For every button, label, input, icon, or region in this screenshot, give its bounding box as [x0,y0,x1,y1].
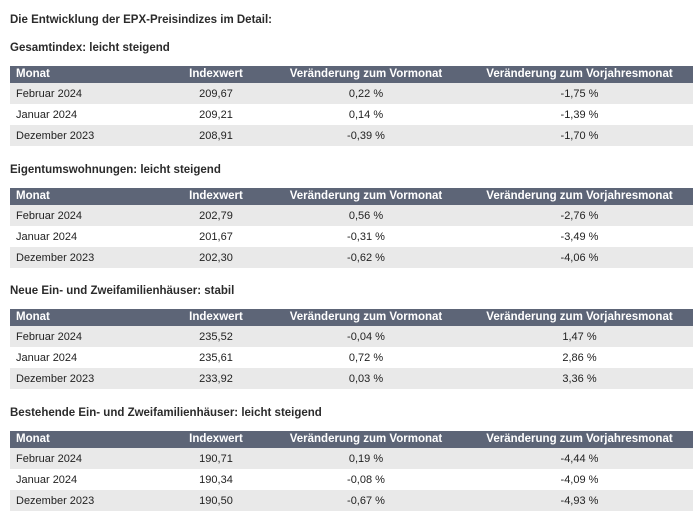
cell-mom: 0,03 % [266,368,466,389]
col-header-yoy: Veränderung zum Vorjahresmonat [466,309,693,326]
col-header-month: Monat [10,66,166,83]
cell-yoy: -2,76 % [466,205,693,226]
cell-mom: -0,39 % [266,125,466,146]
cell-yoy: -4,44 % [466,448,693,469]
table-row: Februar 2024 209,67 0,22 % -1,75 % [10,83,693,104]
cell-index: 202,79 [166,205,266,226]
cell-mom: -0,67 % [266,490,466,511]
cell-month: Februar 2024 [10,448,166,469]
table-row: Februar 2024 190,71 0,19 % -4,44 % [10,448,693,469]
cell-month: Dezember 2023 [10,368,166,389]
cell-mom: -0,62 % [266,247,466,268]
table-row: Januar 2024 235,61 0,72 % 2,86 % [10,347,693,368]
cell-month: Januar 2024 [10,226,166,247]
table-row: Februar 2024 235,52 -0,04 % 1,47 % [10,326,693,347]
cell-yoy: 3,36 % [466,368,693,389]
col-header-yoy: Veränderung zum Vorjahresmonat [466,431,693,448]
cell-mom: -0,08 % [266,469,466,490]
cell-mom: 0,14 % [266,104,466,125]
cell-index: 190,34 [166,469,266,490]
cell-mom: -0,31 % [266,226,466,247]
section-gesamtindex: Gesamtindex: leicht steigend Monat Index… [10,40,693,146]
table-header: Monat Indexwert Veränderung zum Vormonat… [10,309,693,326]
col-header-yoy: Veränderung zum Vorjahresmonat [466,188,693,205]
cell-month: Februar 2024 [10,326,166,347]
cell-index: 209,67 [166,83,266,104]
cell-yoy: -1,70 % [466,125,693,146]
table-row: Januar 2024 190,34 -0,08 % -4,09 % [10,469,693,490]
table-row: Dezember 2023 202,30 -0,62 % -4,06 % [10,247,693,268]
col-header-mom: Veränderung zum Vormonat [266,188,466,205]
cell-mom: 0,19 % [266,448,466,469]
cell-month: Dezember 2023 [10,125,166,146]
cell-yoy: -4,93 % [466,490,693,511]
index-table: Monat Indexwert Veränderung zum Vormonat… [10,188,693,268]
cell-month: Februar 2024 [10,205,166,226]
col-header-mom: Veränderung zum Vormonat [266,66,466,83]
col-header-month: Monat [10,431,166,448]
index-table: Monat Indexwert Veränderung zum Vormonat… [10,431,693,511]
col-header-index: Indexwert [166,431,266,448]
table-row: Februar 2024 202,79 0,56 % -2,76 % [10,205,693,226]
cell-index: 209,21 [166,104,266,125]
cell-yoy: 2,86 % [466,347,693,368]
table-row: Januar 2024 209,21 0,14 % -1,39 % [10,104,693,125]
cell-month: Januar 2024 [10,104,166,125]
cell-month: Januar 2024 [10,347,166,368]
cell-yoy: 1,47 % [466,326,693,347]
section-title: Eigentumswohnungen: leicht steigend [10,164,221,176]
cell-yoy: -1,39 % [466,104,693,125]
section-title: Gesamtindex: leicht steigend [10,42,170,54]
index-table: Monat Indexwert Veränderung zum Vormonat… [10,309,693,389]
section-title: Bestehende Ein- und Zweifamilienhäuser: … [10,407,322,419]
cell-mom: 0,22 % [266,83,466,104]
table-row: Dezember 2023 233,92 0,03 % 3,36 % [10,368,693,389]
cell-month: Februar 2024 [10,83,166,104]
index-table: Monat Indexwert Veränderung zum Vormonat… [10,66,693,146]
cell-yoy: -1,75 % [466,83,693,104]
cell-month: Dezember 2023 [10,490,166,511]
table-header: Monat Indexwert Veränderung zum Vormonat… [10,188,693,205]
cell-index: 190,71 [166,448,266,469]
col-header-yoy: Veränderung zum Vorjahresmonat [466,66,693,83]
col-header-month: Monat [10,309,166,326]
section-eigentumswohnungen: Eigentumswohnungen: leicht steigend Mona… [10,162,693,268]
col-header-index: Indexwert [166,309,266,326]
table-row: Januar 2024 201,67 -0,31 % -3,49 % [10,226,693,247]
page-title: Die Entwicklung der EPX-Preisindizes im … [10,14,273,26]
table-row: Dezember 2023 190,50 -0,67 % -4,93 % [10,490,693,511]
cell-month: Januar 2024 [10,469,166,490]
table-row: Dezember 2023 208,91 -0,39 % -1,70 % [10,125,693,146]
section-bestehende-haeuser: Bestehende Ein- und Zweifamilienhäuser: … [10,405,693,511]
cell-yoy: -4,09 % [466,469,693,490]
cell-mom: 0,56 % [266,205,466,226]
cell-index: 208,91 [166,125,266,146]
cell-index: 235,52 [166,326,266,347]
cell-month: Dezember 2023 [10,247,166,268]
col-header-index: Indexwert [166,188,266,205]
col-header-mom: Veränderung zum Vormonat [266,309,466,326]
cell-mom: 0,72 % [266,347,466,368]
cell-index: 202,30 [166,247,266,268]
section-title: Neue Ein- und Zweifamilienhäuser: stabil [10,285,235,297]
cell-mom: -0,04 % [266,326,466,347]
table-header: Monat Indexwert Veränderung zum Vormonat… [10,66,693,83]
section-neue-haeuser: Neue Ein- und Zweifamilienhäuser: stabil… [10,283,693,389]
cell-yoy: -3,49 % [466,226,693,247]
cell-yoy: -4,06 % [466,247,693,268]
cell-index: 201,67 [166,226,266,247]
col-header-index: Indexwert [166,66,266,83]
cell-index: 233,92 [166,368,266,389]
col-header-month: Monat [10,188,166,205]
col-header-mom: Veränderung zum Vormonat [266,431,466,448]
table-header: Monat Indexwert Veränderung zum Vormonat… [10,431,693,448]
cell-index: 190,50 [166,490,266,511]
cell-index: 235,61 [166,347,266,368]
